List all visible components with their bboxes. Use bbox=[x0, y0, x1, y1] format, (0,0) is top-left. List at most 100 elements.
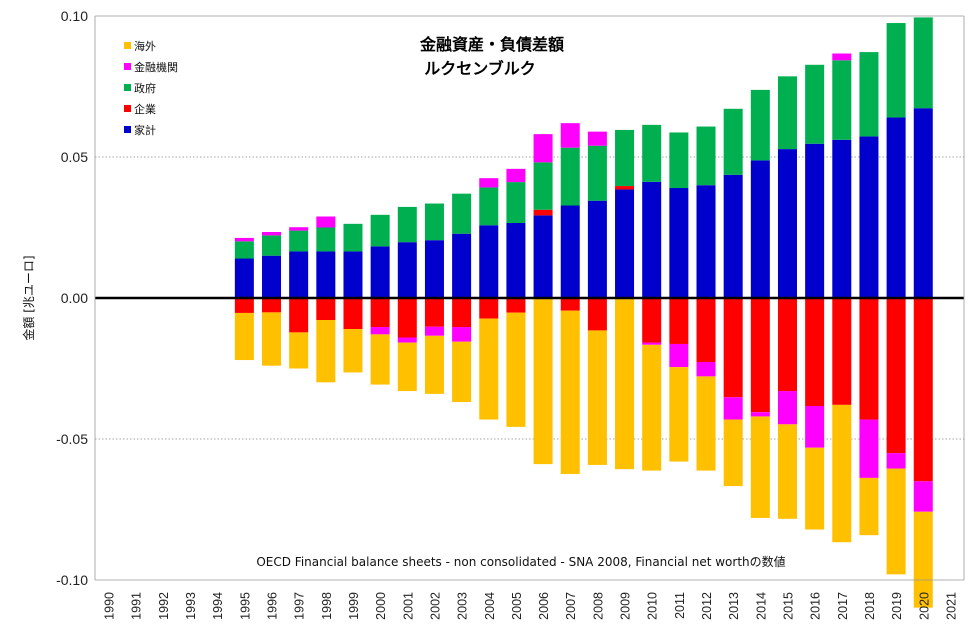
chart-title: 金融資産・負債差額 bbox=[419, 35, 564, 54]
x-tick-label: 1999 bbox=[347, 592, 361, 620]
bar-segment-2012-金融機関（負） bbox=[696, 362, 716, 377]
bar-segment-2001-海外 bbox=[397, 342, 417, 392]
bar-segment-2002-海外 bbox=[424, 335, 444, 394]
bar-segment-2020-政府 bbox=[913, 17, 933, 109]
bar-segment-2015-金融機関（負） bbox=[777, 391, 797, 425]
bar-segment-2015-家計 bbox=[777, 149, 797, 298]
bar-segment-1999-海外 bbox=[343, 329, 363, 373]
bar-segment-2005-金融機関 bbox=[506, 168, 526, 183]
bar-segment-2019-政府 bbox=[886, 23, 906, 118]
x-tick-label: 2000 bbox=[374, 592, 388, 620]
bar-segment-2000-海外 bbox=[370, 334, 390, 385]
bar-segment-2007-海外 bbox=[560, 310, 580, 474]
bar-segment-1996-金融機関 bbox=[262, 232, 282, 236]
bar-segment-1996-企業 bbox=[262, 298, 282, 313]
bar-segment-2018-家計 bbox=[859, 136, 879, 298]
bar-segment-2017-海外 bbox=[832, 404, 852, 543]
bar-segment-2011-金融機関（負） bbox=[669, 343, 689, 368]
bar-segment-2016-海外 bbox=[805, 447, 825, 530]
legend-label: 家計 bbox=[134, 123, 156, 137]
y-tick-label: -0.05 bbox=[56, 431, 88, 447]
bar-segment-1997-政府 bbox=[289, 230, 309, 252]
bar-segment-2014-政府 bbox=[750, 89, 770, 161]
x-tick-label: 2014 bbox=[754, 592, 768, 620]
bar-segment-2020-海外 bbox=[913, 511, 933, 608]
bar-segment-2017-家計 bbox=[832, 139, 852, 298]
bar-segment-2015-企業 bbox=[777, 298, 797, 392]
bar-segment-2013-企業 bbox=[723, 298, 743, 398]
bar-segment-2019-海外 bbox=[886, 468, 906, 575]
bar-segment-2016-金融機関（負） bbox=[805, 406, 825, 448]
bar-segment-1995-企業 bbox=[234, 298, 254, 313]
bar-segment-2017-政府 bbox=[832, 60, 852, 140]
bar-segment-2016-家計 bbox=[805, 143, 825, 298]
bar-segment-2012-海外 bbox=[696, 376, 716, 471]
bar-segment-2013-海外 bbox=[723, 419, 743, 487]
y-tick-labels: 0.10 0.05 0.00 -0.05 -0.10 bbox=[56, 8, 88, 588]
bars bbox=[234, 17, 933, 608]
bar-segment-2010-政府 bbox=[642, 124, 662, 182]
bar-segment-1998-家計 bbox=[316, 251, 336, 298]
bar-segment-2006-家計 bbox=[533, 215, 553, 298]
bar-segment-2017-金融機関 bbox=[832, 53, 852, 61]
bar-segment-2002-金融機関（負） bbox=[424, 326, 444, 336]
bar-segment-1999-家計 bbox=[343, 251, 363, 298]
bar-segment-2020-金融機関（負） bbox=[913, 481, 933, 512]
x-tick-label: 2002 bbox=[428, 592, 442, 620]
bar-segment-2009-家計 bbox=[615, 189, 635, 298]
bar-segment-1998-海外 bbox=[316, 319, 336, 383]
bar-segment-2014-海外 bbox=[750, 416, 770, 518]
bar-segment-2006-海外 bbox=[533, 298, 553, 465]
x-tick-label: 2005 bbox=[510, 592, 524, 620]
x-tick-label: 2013 bbox=[727, 592, 741, 620]
bar-segment-2003-海外 bbox=[452, 341, 472, 403]
x-tick-label: 2010 bbox=[646, 592, 660, 620]
x-tick-label: 2006 bbox=[537, 592, 551, 620]
bar-segment-1996-海外 bbox=[262, 312, 282, 366]
bar-segment-2006-金融機関 bbox=[533, 134, 553, 163]
bar-segment-2012-企業 bbox=[696, 298, 716, 363]
legend-swatch bbox=[124, 126, 131, 133]
bar-segment-2003-家計 bbox=[452, 233, 472, 298]
source-note: OECD Financial balance sheets - non cons… bbox=[256, 554, 785, 569]
x-tick-label: 2019 bbox=[890, 592, 904, 620]
bar-segment-2012-政府 bbox=[696, 126, 716, 186]
chart-subtitle: ルクセンブルク bbox=[424, 59, 536, 78]
bar-segment-1997-金融機関 bbox=[289, 227, 309, 231]
bar-segment-2008-海外 bbox=[587, 330, 607, 465]
bar-segment-2002-家計 bbox=[424, 240, 444, 298]
bar-segment-2001-家計 bbox=[397, 242, 417, 298]
bar-segment-2001-政府 bbox=[397, 206, 417, 243]
legend-swatch bbox=[124, 84, 131, 91]
x-tick-label: 2018 bbox=[863, 592, 877, 620]
bar-segment-2011-家計 bbox=[669, 188, 689, 298]
bar-segment-2004-政府 bbox=[479, 187, 499, 226]
bar-segment-2019-企業 bbox=[886, 298, 906, 454]
bar-segment-1997-海外 bbox=[289, 332, 309, 369]
bar-segment-2007-企業 bbox=[560, 298, 580, 311]
bar-segment-2002-政府 bbox=[424, 203, 444, 241]
bar-segment-2008-企業 bbox=[587, 298, 607, 331]
bar-segment-2007-金融機関 bbox=[560, 123, 580, 148]
bar-segment-2018-金融機関（負） bbox=[859, 419, 879, 478]
x-tick-label: 2003 bbox=[456, 592, 470, 620]
gridlines bbox=[95, 156, 964, 440]
legend-label: 海外 bbox=[134, 39, 156, 53]
bar-segment-2005-海外 bbox=[506, 312, 526, 427]
bar-segment-2001-企業 bbox=[397, 298, 417, 338]
x-tick-label: 2020 bbox=[917, 592, 931, 620]
bar-segment-2003-政府 bbox=[452, 193, 472, 234]
bar-segment-2015-政府 bbox=[777, 76, 797, 150]
bar-segment-1998-企業 bbox=[316, 298, 336, 320]
bar-segment-2004-企業 bbox=[479, 298, 499, 319]
bar-segment-2008-家計 bbox=[587, 200, 607, 298]
bar-segment-2014-企業 bbox=[750, 298, 770, 413]
bar-segment-2012-家計 bbox=[696, 185, 716, 298]
legend-label: 政府 bbox=[134, 81, 156, 95]
bar-segment-1995-金融機関 bbox=[234, 237, 254, 242]
x-tick-label: 1998 bbox=[320, 592, 334, 620]
bar-segment-2010-海外 bbox=[642, 344, 662, 471]
bar-segment-2019-家計 bbox=[886, 117, 906, 299]
